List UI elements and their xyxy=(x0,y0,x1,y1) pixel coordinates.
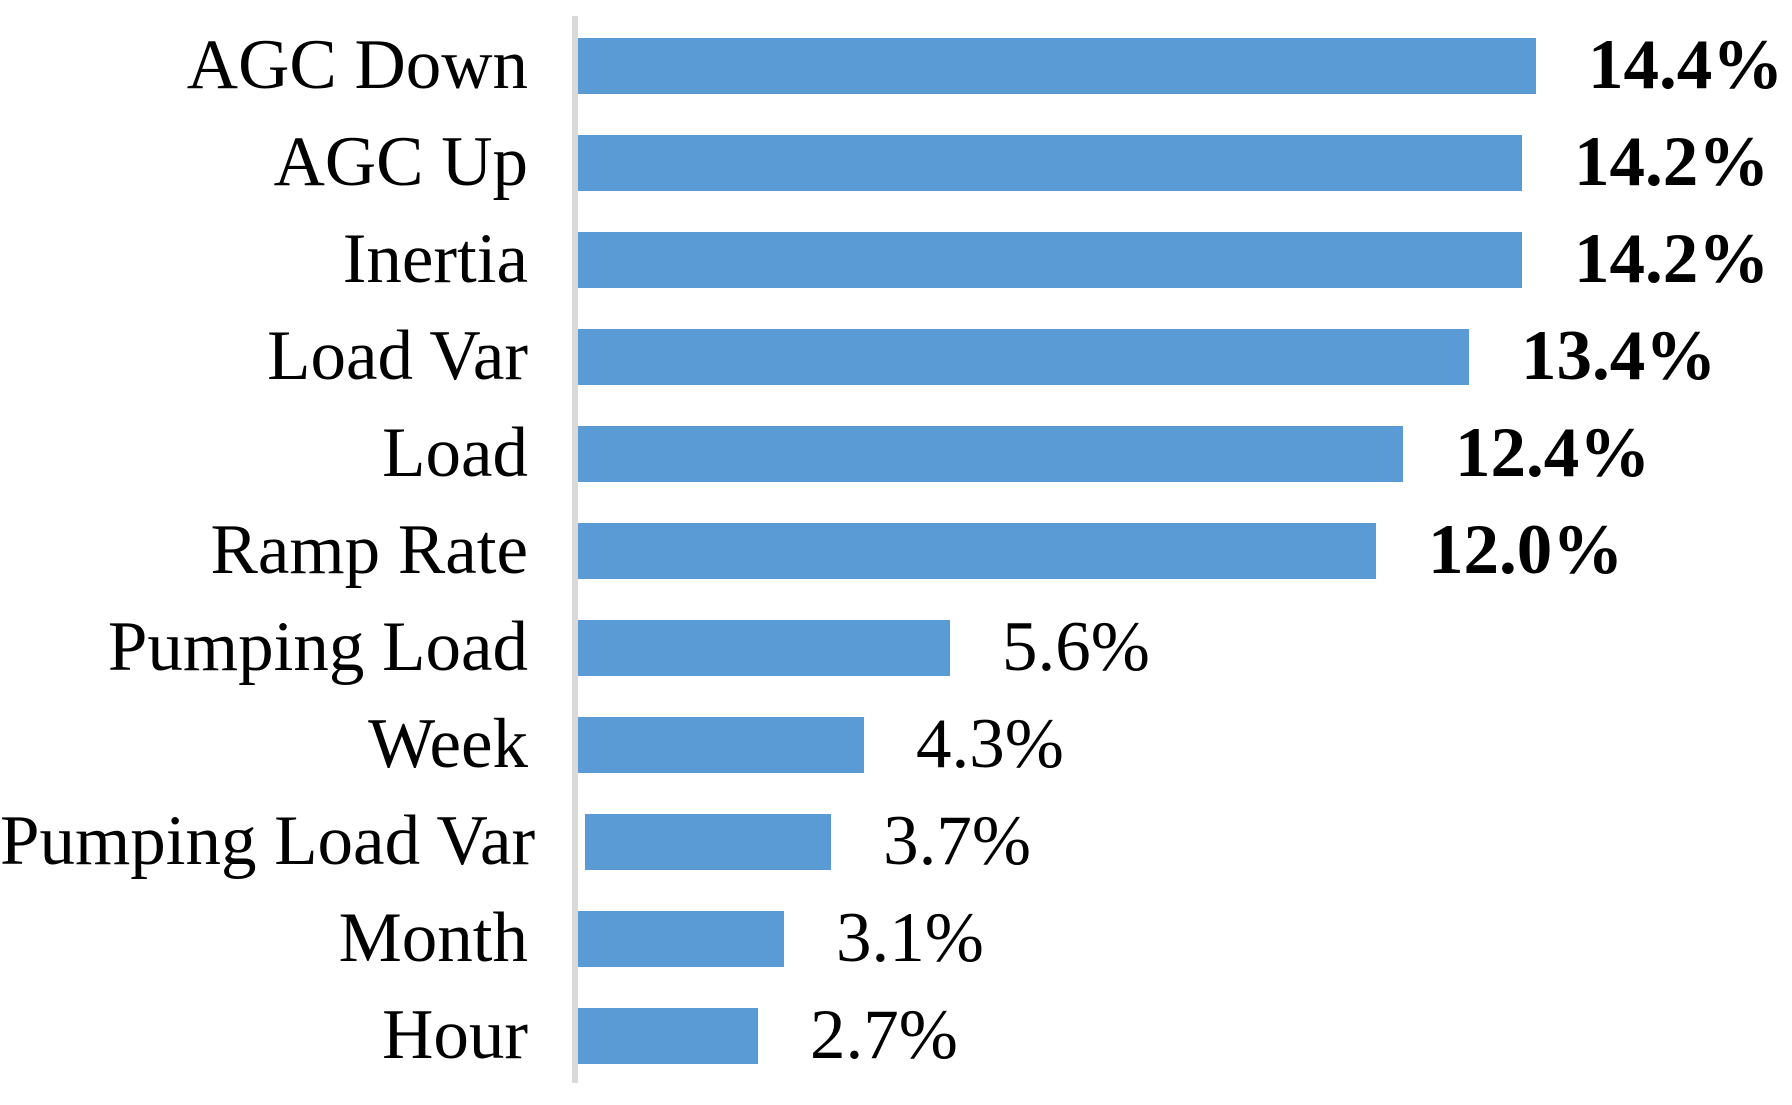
bar xyxy=(578,328,1469,385)
category-label: Pumping Load Var xyxy=(0,802,536,880)
bar-area: 4.3% xyxy=(578,696,1792,793)
value-label: 12.4% xyxy=(1455,414,1651,492)
bar-area: 14.2% xyxy=(578,211,1792,308)
bar xyxy=(578,910,784,967)
bar-area: 14.2% xyxy=(578,114,1792,211)
category-label: AGC Up xyxy=(273,123,528,201)
bar-area: 2.7% xyxy=(578,987,1792,1084)
category-label: Month xyxy=(338,899,528,977)
category-label: Load xyxy=(382,414,528,492)
bar-row: Load 12.4% xyxy=(0,405,1792,502)
value-label: 14.4% xyxy=(1588,26,1784,104)
value-label: 3.1% xyxy=(836,899,984,977)
bar-row: Hour 2.7% xyxy=(0,987,1792,1084)
bar xyxy=(578,619,950,676)
category-label: Hour xyxy=(382,996,528,1074)
bar xyxy=(578,1007,758,1064)
category-label: Pumping Load xyxy=(107,608,528,686)
bar xyxy=(578,134,1522,191)
chart-rows: AGC Down 14.4% AGC Up 14.2% Inertia 14.2… xyxy=(0,17,1792,1084)
bar-row: Pumping Load 5.6% xyxy=(0,599,1792,696)
bar-area: 3.1% xyxy=(578,890,1792,987)
value-label: 14.2% xyxy=(1574,220,1770,298)
value-label: 13.4% xyxy=(1521,317,1717,395)
value-label: 3.7% xyxy=(883,802,1032,880)
bar xyxy=(578,522,1376,579)
bar xyxy=(578,425,1403,482)
value-label: 4.3% xyxy=(916,705,1064,783)
bar-row: Week 4.3% xyxy=(0,696,1792,793)
category-axis-line xyxy=(572,16,578,1083)
category-label: Load Var xyxy=(267,317,528,395)
category-label: Week xyxy=(368,705,528,783)
bar-row: AGC Down 14.4% xyxy=(0,17,1792,114)
bar-area: 14.4% xyxy=(578,17,1792,114)
category-label: Ramp Rate xyxy=(210,511,528,589)
bar-row: Inertia 14.2% xyxy=(0,211,1792,308)
category-label: Inertia xyxy=(342,220,528,298)
value-label: 2.7% xyxy=(810,996,958,1074)
value-label: 12.0% xyxy=(1428,511,1624,589)
value-label: 14.2% xyxy=(1574,123,1770,201)
bar xyxy=(578,716,864,773)
category-label: AGC Down xyxy=(186,26,528,104)
bar-area: 12.4% xyxy=(578,405,1792,502)
bar-area: 5.6% xyxy=(578,599,1792,696)
bar-area: 13.4% xyxy=(578,308,1792,405)
bar-row: Month 3.1% xyxy=(0,890,1792,987)
bar xyxy=(585,813,832,870)
bar xyxy=(578,231,1522,288)
bar-area: 12.0% xyxy=(578,502,1792,599)
bar-row: Ramp Rate 12.0% xyxy=(0,502,1792,599)
bar-row: Pumping Load Var 3.7% xyxy=(0,793,1792,890)
value-label: 5.6% xyxy=(1002,608,1150,686)
bar-row: Load Var 13.4% xyxy=(0,308,1792,405)
bar-area: 3.7% xyxy=(585,793,1792,890)
bar xyxy=(578,37,1536,94)
bar-row: AGC Up 14.2% xyxy=(0,114,1792,211)
